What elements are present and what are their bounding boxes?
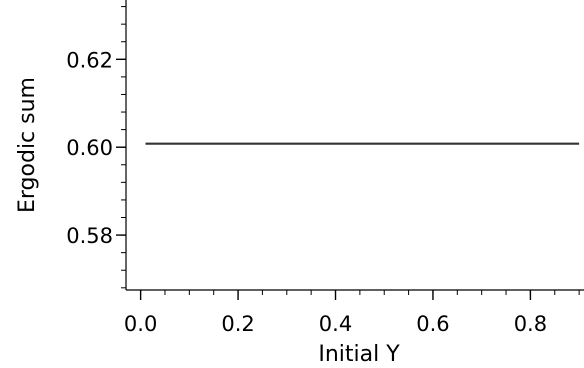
x-axis-label: Initial Y — [318, 342, 400, 367]
plot-area — [126, 0, 584, 290]
x-tick-label: 0.4 — [319, 312, 352, 336]
x-tick-label: 0.0 — [124, 312, 157, 336]
y-axis-label: Ergodic sum — [15, 77, 40, 213]
x-tick-label: 0.8 — [514, 312, 547, 336]
y-tick-label: 0.58 — [66, 224, 113, 248]
y-major-ticks: 0.58 0.60 0.62 — [66, 48, 126, 248]
x-tick-label: 0.6 — [416, 312, 449, 336]
y-tick-label: 0.60 — [66, 136, 113, 160]
x-tick-label: 0.2 — [221, 312, 254, 336]
y-tick-label: 0.62 — [66, 48, 113, 72]
x-minor-ticks — [140, 290, 580, 295]
x-major-ticks: 0.0 0.2 0.4 0.6 0.8 — [124, 290, 547, 336]
